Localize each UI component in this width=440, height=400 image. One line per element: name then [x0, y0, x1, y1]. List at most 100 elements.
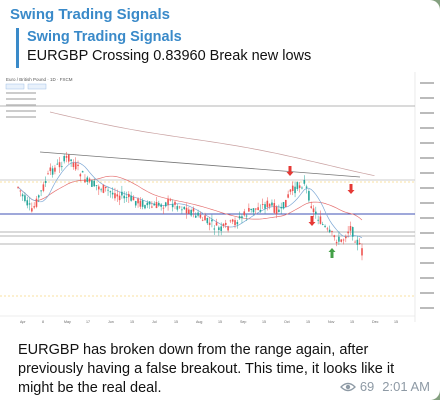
candle-body	[144, 205, 146, 209]
candle-body	[158, 202, 160, 206]
candle-body	[319, 216, 322, 224]
candle-body	[190, 209, 192, 216]
sender-name[interactable]: Swing Trading Signals	[10, 6, 171, 23]
candle-body	[238, 216, 241, 219]
candle-body	[137, 198, 139, 204]
x-tick-label: 8	[42, 320, 44, 324]
candle-body	[167, 198, 169, 205]
chart-image[interactable]: Euro / British Pound · 1D · FXCM Apr 8 May…	[0, 72, 440, 330]
buy-arrow	[328, 248, 336, 258]
price-tick	[420, 187, 434, 189]
price-chart: Euro / British Pound · 1D · FXCM Apr 8 May…	[0, 72, 434, 324]
candle-body	[181, 209, 183, 211]
candle-body	[74, 162, 77, 170]
candle-body	[282, 202, 285, 209]
candle-body	[63, 155, 65, 162]
x-tick-label: 15	[218, 320, 222, 324]
candle-body	[61, 166, 63, 168]
candle-body	[310, 206, 313, 208]
candle-body	[42, 184, 45, 191]
candle-body	[358, 242, 361, 245]
candle-body	[102, 184, 105, 193]
candle-body	[243, 211, 246, 216]
candle-body	[49, 167, 52, 172]
candle-body	[37, 195, 40, 198]
price-tick	[420, 127, 434, 129]
candle-body	[123, 195, 126, 199]
candle-body	[141, 200, 144, 207]
candle-body	[268, 203, 271, 207]
candle-body	[40, 190, 42, 192]
candle-body	[194, 215, 197, 218]
candle-body	[148, 201, 151, 205]
candle-body	[291, 185, 294, 191]
candle-body	[229, 220, 232, 222]
x-tick-label: 15	[130, 320, 134, 324]
candle-body	[51, 168, 54, 175]
candle-body	[121, 191, 123, 196]
candle-body	[361, 248, 363, 256]
candle-body	[107, 189, 109, 191]
indicator-row	[6, 98, 36, 100]
candle-body	[192, 208, 195, 212]
candle-body	[104, 186, 107, 189]
candle-body	[81, 171, 84, 173]
reply-title: Swing Trading Signals	[27, 29, 182, 45]
candle-body	[31, 208, 33, 212]
candle-body	[109, 191, 112, 193]
candle-body	[289, 189, 292, 192]
candle-body	[67, 154, 70, 162]
candle-body	[98, 186, 100, 190]
candle-body	[278, 209, 280, 213]
candle-body	[111, 192, 114, 195]
candle-body	[287, 194, 289, 198]
candle-body	[218, 227, 220, 230]
price-tick	[420, 97, 434, 99]
candle-body	[280, 207, 282, 209]
x-tick-label: Apr	[20, 320, 26, 324]
candle-body	[178, 206, 181, 208]
candle-body	[204, 215, 206, 221]
reply-text: EURGBP Crossing 0.83960 Break new lows	[27, 48, 312, 64]
candle-body	[354, 241, 356, 243]
candle-body	[93, 180, 95, 187]
candle-body	[351, 227, 354, 237]
price-tick	[420, 292, 434, 294]
candle-body	[349, 225, 352, 231]
candle-body	[33, 206, 35, 208]
x-tick-label: May	[64, 320, 71, 324]
x-tick-label: Dec	[372, 320, 379, 324]
x-tick-label: 15	[306, 320, 310, 324]
indicator-row	[6, 92, 36, 94]
candle-body	[114, 193, 116, 199]
sell-arrow	[347, 184, 355, 194]
candle-body	[19, 190, 22, 192]
candle-body	[134, 201, 137, 206]
candle-body	[215, 222, 218, 226]
price-tick	[420, 112, 434, 114]
candle-body	[197, 212, 199, 216]
x-tick-label: 15	[174, 320, 178, 324]
candle-body	[254, 208, 257, 210]
price-tick	[420, 202, 434, 204]
price-tick	[420, 142, 434, 144]
candle-body	[312, 208, 315, 213]
candle-body	[328, 229, 331, 233]
message-text: EURGBP has broken down from the range ag…	[18, 342, 395, 396]
candle-body	[24, 195, 26, 202]
x-tick-label: 15	[262, 320, 266, 324]
candle-body	[164, 202, 167, 207]
candle-body	[275, 206, 278, 214]
candle-body	[35, 198, 38, 207]
trend-line	[39, 151, 361, 178]
candle-body	[331, 231, 333, 232]
candle-body	[169, 199, 172, 201]
reply-quote[interactable]: Swing Trading Signals EURGBP Crossing 0.…	[16, 28, 426, 68]
sell-arrow	[286, 166, 294, 176]
candle-body	[236, 222, 239, 225]
candle-body	[298, 185, 301, 188]
candle-body	[185, 207, 188, 214]
candle-body	[317, 219, 319, 221]
view-count: 69	[359, 379, 375, 394]
price-tick	[420, 232, 434, 234]
